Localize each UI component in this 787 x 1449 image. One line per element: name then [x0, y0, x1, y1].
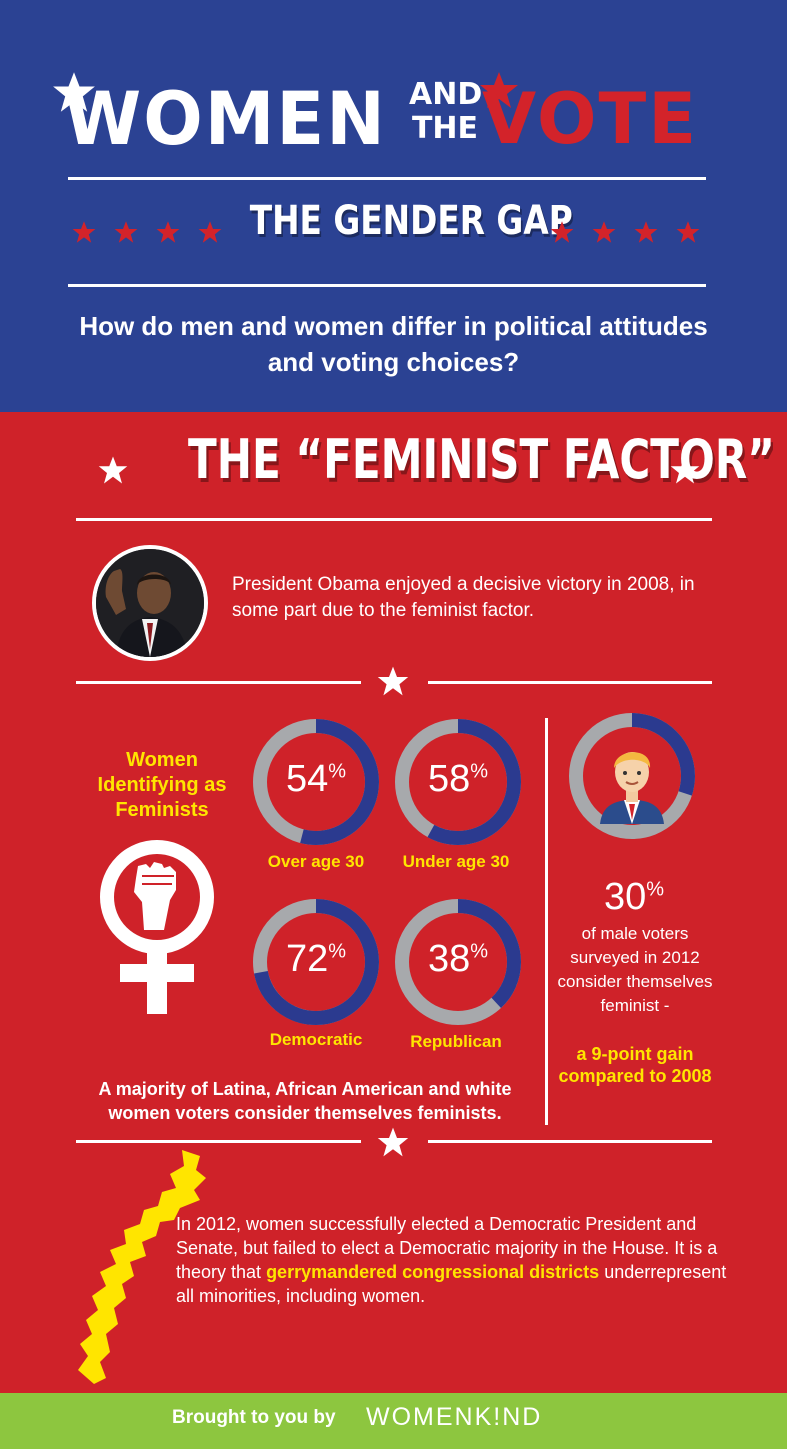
- section-title: THE “FEMINIST FACTOR”: [187, 428, 775, 491]
- percent-value: 72%: [285, 938, 347, 980]
- brand-logo[interactable]: WOMENK!ND: [366, 1403, 543, 1431]
- star-icon: [114, 221, 138, 243]
- donut-chart: [253, 719, 379, 845]
- donut-chart: [253, 899, 379, 1025]
- divider: [68, 284, 706, 287]
- percent-value: 54%: [285, 758, 347, 800]
- feminist-fist-icon: [100, 840, 214, 1014]
- male-gain: a 9-point gain compared to 2008: [558, 1044, 712, 1086]
- star-icon: [198, 221, 222, 243]
- title-the: THE: [411, 111, 479, 146]
- header-band: WOMEN AND THE VOTE THE GENDER GAP How do…: [0, 0, 787, 412]
- footer-text: Brought to you by: [172, 1407, 336, 1428]
- star-icon: [156, 221, 180, 243]
- star-icon: [72, 221, 96, 243]
- percent-value: 58%: [427, 758, 489, 800]
- man-avatar-icon: [600, 752, 664, 824]
- donut-chart: [395, 719, 521, 845]
- divider: [428, 1140, 712, 1143]
- donut-republican: 38%: [392, 896, 524, 1028]
- ring-label-democratic: Democratic: [269, 1030, 363, 1049]
- male-description: of male voters surveyed in 2012 consider…: [557, 924, 713, 1015]
- divider: [76, 1140, 361, 1143]
- percent-value: 38%: [427, 938, 489, 980]
- feminists-label: Women Identifying as Feminists: [97, 749, 227, 821]
- star-icon: [377, 666, 409, 696]
- donut-value-arc: [395, 899, 521, 1025]
- star-icon: [592, 221, 616, 243]
- star-icon: [550, 221, 574, 243]
- star-icon: [670, 456, 700, 484]
- title-women: WOMEN: [64, 75, 387, 163]
- star-icon: [377, 1127, 409, 1157]
- title-vote: VOTE: [482, 78, 699, 160]
- gerrymander-text: In 2012, women successfully elected a De…: [176, 1214, 727, 1306]
- highlight-text: gerrymandered congressional districts: [266, 1262, 600, 1282]
- majority-statement: A majority of Latina, African American a…: [98, 1079, 512, 1123]
- donut-value-arc: [569, 713, 695, 839]
- obama-photo: [92, 545, 208, 661]
- ring-label-under-30: Under age 30: [402, 852, 510, 871]
- divider: [76, 518, 712, 521]
- obama-statement: President Obama enjoyed a decisive victo…: [232, 574, 695, 621]
- donut-democratic: 72%: [250, 896, 382, 1028]
- star-icon: [53, 72, 95, 112]
- donut-chart: [569, 713, 695, 839]
- title-and: AND: [409, 77, 483, 112]
- divider: [68, 177, 706, 180]
- ring-label-over-30: Over age 30: [267, 852, 365, 871]
- vertical-divider: [545, 718, 548, 1125]
- divider: [76, 681, 361, 684]
- intro-question: How do men and women differ in political…: [79, 311, 708, 377]
- donut-value-arc: [253, 719, 379, 845]
- gerrymandered-district-icon: [78, 1150, 206, 1384]
- divider: [428, 681, 712, 684]
- ring-label-republican: Republican: [410, 1032, 502, 1051]
- donut-male: [566, 710, 698, 842]
- donut-value-arc: [253, 899, 379, 1025]
- donut-chart: [395, 899, 521, 1025]
- donut-under-30: 58%: [392, 716, 524, 848]
- main-title: WOMEN AND THE VOTE: [52, 70, 732, 180]
- donut-value-arc: [395, 719, 521, 845]
- star-icon: [676, 221, 700, 243]
- stars-left: [72, 220, 222, 244]
- male-percent: 30%: [603, 876, 665, 918]
- subtitle: THE GENDER GAP: [249, 198, 573, 244]
- donut-over-30: 54%: [250, 716, 382, 848]
- star-icon: [480, 72, 518, 108]
- star-icon: [634, 221, 658, 243]
- footer: Brought to you by WOMENK!ND: [0, 1393, 787, 1449]
- star-icon: [98, 456, 128, 484]
- stars-right: [550, 220, 700, 244]
- person-photo-icon: [96, 549, 204, 657]
